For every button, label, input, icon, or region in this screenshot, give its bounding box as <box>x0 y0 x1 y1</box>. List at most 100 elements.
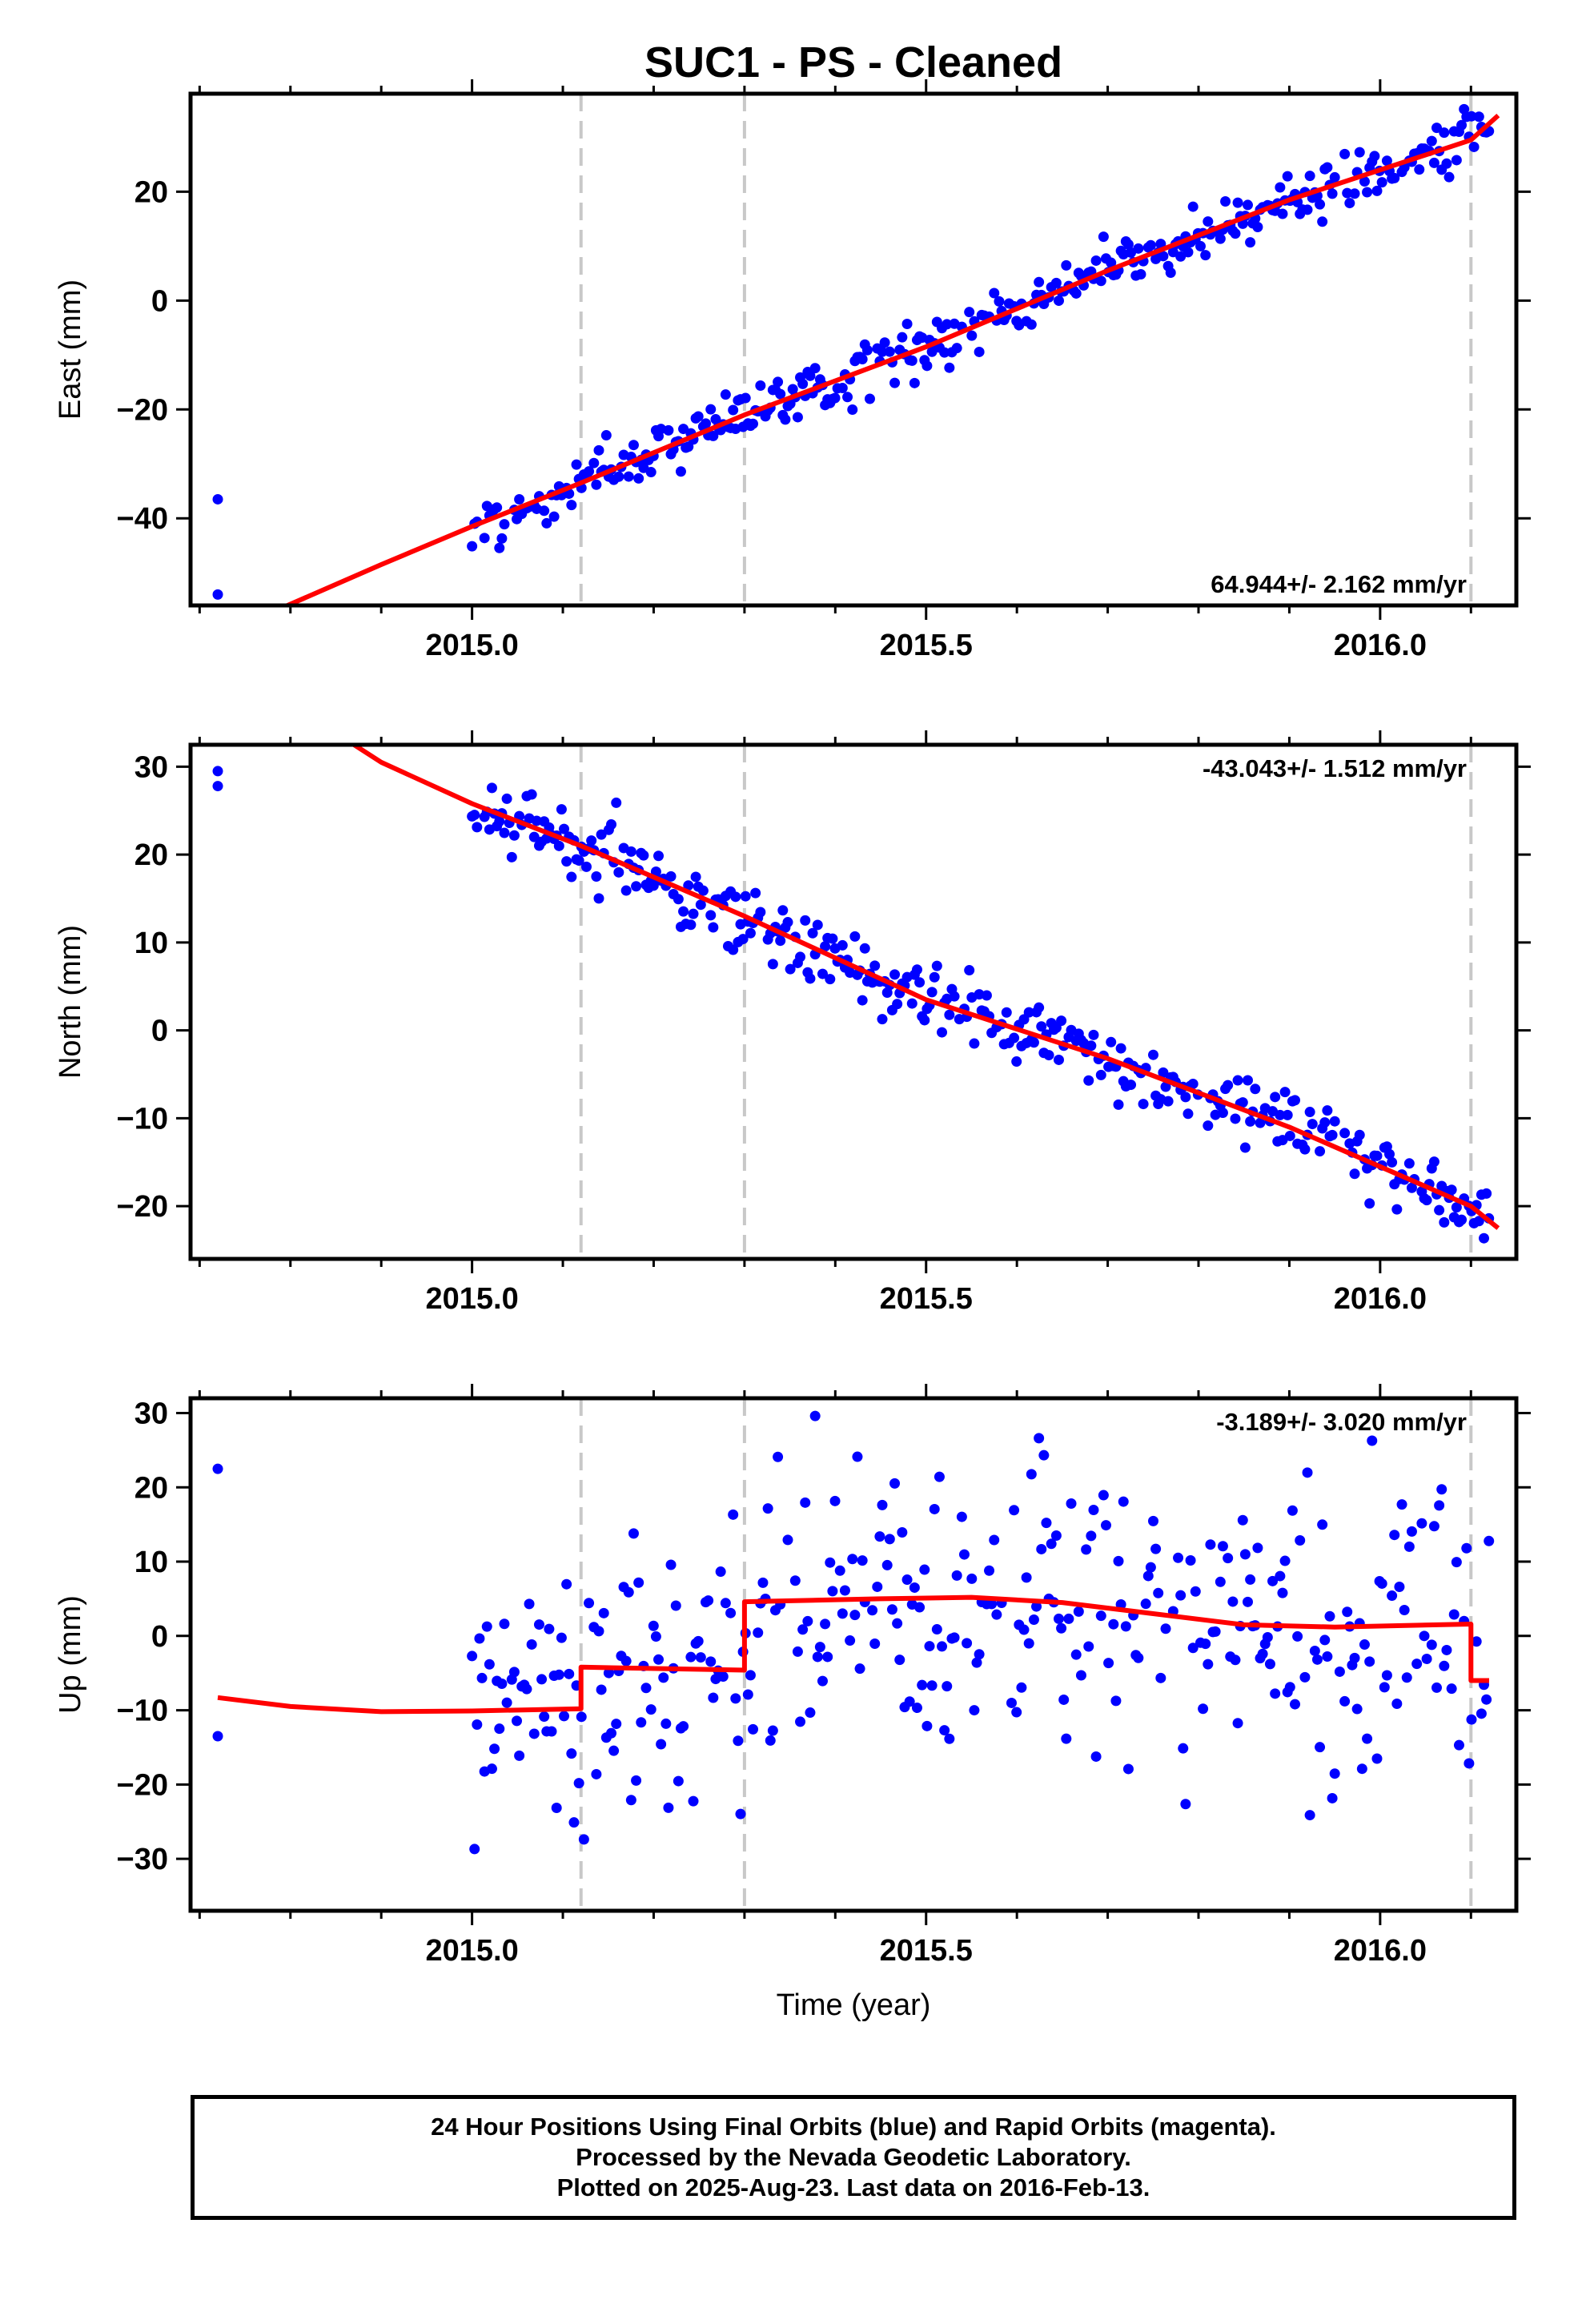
data-point <box>1086 1530 1097 1542</box>
y-tick-label: −30 <box>117 1843 168 1876</box>
data-point <box>1056 1015 1067 1027</box>
data-point <box>748 418 759 429</box>
data-point <box>212 766 223 777</box>
data-point <box>949 1632 960 1643</box>
data-point <box>800 915 811 926</box>
data-point <box>1389 1530 1400 1541</box>
data-point <box>1133 243 1144 254</box>
data-point <box>1021 1572 1032 1583</box>
data-point <box>613 471 624 482</box>
data-point <box>656 1739 667 1750</box>
data-point <box>1185 1554 1196 1566</box>
data-point <box>1009 1505 1020 1516</box>
data-point <box>701 418 712 429</box>
data-point <box>849 1610 861 1621</box>
data-point <box>628 1528 639 1539</box>
data-point <box>1026 319 1037 330</box>
data-point <box>789 1575 801 1586</box>
data-point <box>1203 216 1214 227</box>
data-point <box>1441 158 1452 169</box>
data-point <box>496 533 508 544</box>
data-point <box>1138 1099 1149 1110</box>
data-point <box>782 1534 793 1546</box>
data-point <box>620 885 632 896</box>
data-point <box>914 977 926 988</box>
data-point <box>476 1672 488 1683</box>
data-point <box>623 1586 634 1598</box>
data-point <box>661 1718 672 1729</box>
data-point <box>1284 1130 1295 1141</box>
data-point <box>1088 1029 1099 1040</box>
x-tick-label: 2015.0 <box>425 1282 518 1316</box>
data-point <box>792 412 803 423</box>
data-point <box>1344 198 1355 209</box>
data-point <box>775 935 786 947</box>
data-point <box>931 960 942 971</box>
data-point <box>1050 1530 1062 1542</box>
data-point <box>728 944 739 955</box>
data-point <box>1095 1610 1106 1622</box>
data-point <box>499 827 510 838</box>
data-point <box>1295 1534 1306 1546</box>
data-point <box>1436 1484 1447 1495</box>
data-point <box>514 1750 525 1761</box>
data-point <box>1284 1682 1295 1693</box>
data-point <box>904 1696 915 1707</box>
data-point <box>1223 1553 1234 1564</box>
data-point <box>1275 182 1286 193</box>
data-point <box>725 1607 737 1618</box>
data-point <box>1023 1638 1034 1649</box>
data-point <box>829 1495 841 1506</box>
data-point <box>822 1651 833 1663</box>
data-point <box>1434 1204 1445 1216</box>
data-point <box>1481 1188 1492 1199</box>
data-point <box>1302 1467 1313 1478</box>
data-point <box>499 519 510 530</box>
data-point <box>1175 1590 1186 1601</box>
data-point <box>740 392 751 404</box>
data-point <box>1252 1542 1263 1554</box>
data-point <box>1371 185 1383 196</box>
x-tick-label: 2016.0 <box>1334 1282 1427 1316</box>
data-point <box>1287 1505 1298 1516</box>
data-point <box>580 861 592 872</box>
y-tick-label: −20 <box>117 393 168 427</box>
data-point <box>1237 1097 1248 1108</box>
data-point <box>705 1656 717 1667</box>
data-point <box>603 1667 614 1679</box>
data-point <box>1245 237 1256 248</box>
data-point <box>670 1600 681 1611</box>
data-point <box>1481 1694 1492 1705</box>
data-point <box>1434 1500 1445 1511</box>
data-point <box>508 1667 520 1678</box>
data-point <box>1471 1636 1482 1647</box>
data-point <box>827 933 838 944</box>
data-point <box>906 355 917 366</box>
data-point <box>825 974 836 985</box>
data-point <box>857 354 868 365</box>
data-point <box>1394 1581 1405 1592</box>
data-point <box>773 376 784 388</box>
data-point <box>1371 1150 1383 1161</box>
data-point <box>472 1719 483 1731</box>
data-point <box>536 1674 548 1685</box>
data-point <box>911 1703 922 1714</box>
data-point <box>650 1631 661 1642</box>
data-point <box>1456 119 1468 131</box>
data-point <box>807 927 818 939</box>
data-point <box>782 917 793 928</box>
data-point <box>653 850 665 862</box>
data-point <box>553 840 564 851</box>
y-axis-label: East (mm) <box>54 279 87 420</box>
data-point <box>728 1509 739 1520</box>
y-axis-label: North (mm) <box>54 925 87 1079</box>
data-point <box>1200 250 1211 261</box>
data-point <box>837 1608 848 1619</box>
data-point <box>937 1641 948 1652</box>
data-point <box>526 789 537 800</box>
data-point <box>1389 172 1400 183</box>
data-point <box>688 908 699 919</box>
data-point <box>1476 1708 1487 1719</box>
data-point <box>636 1717 647 1728</box>
data-point <box>1359 176 1370 187</box>
